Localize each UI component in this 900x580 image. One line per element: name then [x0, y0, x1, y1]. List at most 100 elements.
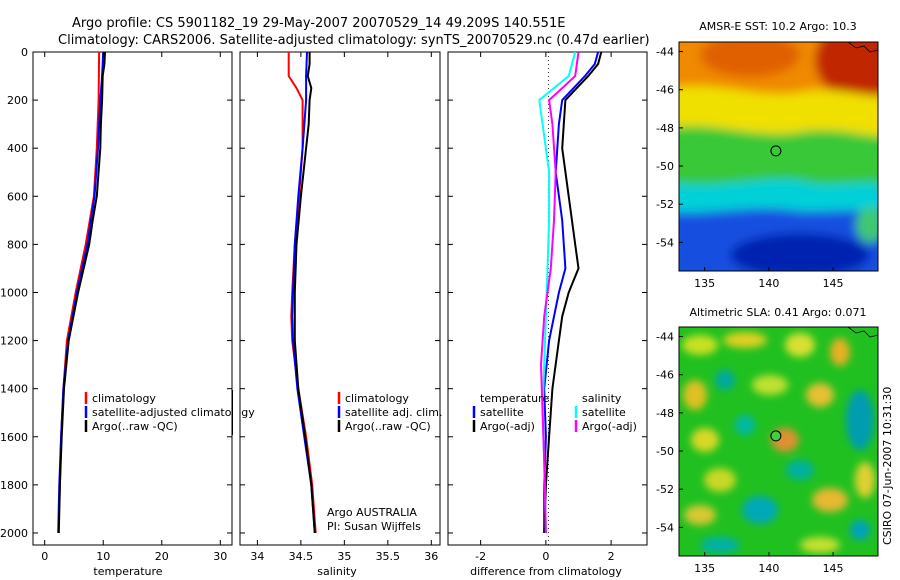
sla-blob — [700, 537, 740, 553]
sla-blobs — [682, 332, 875, 553]
sla-blob — [800, 537, 840, 553]
difference-xlabel: difference from climatology — [470, 565, 622, 578]
map-y-tick-label: -52 — [656, 483, 674, 496]
map-y-tick-label: -54 — [656, 521, 674, 534]
map-y-tick-label: -44 — [656, 46, 674, 59]
sst-green-patch — [856, 207, 878, 243]
map-x-tick-label: 140 — [758, 562, 779, 575]
x-tick-label: 30 — [213, 550, 227, 563]
sst-green-band — [679, 126, 878, 185]
series-line-argo-raw-qc- — [293, 52, 316, 534]
sst-cyan-band — [679, 178, 878, 213]
salinity-axes — [239, 51, 441, 546]
legend-group-title-temperature: temperature — [480, 392, 549, 405]
series-line-satellite-adjusted-climatology — [57, 51, 105, 534]
x-tick-label: 10 — [96, 550, 110, 563]
sla-map-frame — [678, 326, 879, 557]
sla-blob — [806, 383, 834, 407]
series-line-temperature-argo-adj- — [543, 51, 603, 534]
legend-label: satellite-adjusted climatology — [92, 406, 255, 419]
y-tick-label: 800 — [7, 238, 28, 251]
map-y-tick-label: -54 — [656, 236, 674, 249]
x-tick-label: 35 — [337, 550, 351, 563]
map-y-tick-label: -44 — [656, 331, 674, 344]
sla-blob — [855, 462, 875, 498]
legend-group-title-salinity: salinity — [582, 392, 622, 405]
sst-field — [679, 42, 878, 271]
legend-label: climatology — [92, 392, 156, 405]
sla-blob — [752, 375, 788, 395]
map-y-tick-label: -52 — [656, 198, 674, 211]
y-tick-label: 0 — [21, 46, 28, 59]
y-tick-label: 200 — [7, 94, 28, 107]
temperature-xlabel: temperature — [93, 565, 162, 578]
x-tick-label: 34 — [250, 550, 264, 563]
sla-ticks: 135 140 145 -44 -46 -48 -50 -52 -54 — [656, 331, 844, 575]
sst-hot-patch — [815, 42, 878, 100]
sst-yellow-band — [679, 86, 878, 140]
y-tick-label: 1000 — [0, 286, 28, 299]
map-y-tick-label: -48 — [656, 122, 674, 135]
legend-label: satellite — [480, 406, 524, 419]
depth-ticks: 0 200 400 600 800 1000 1200 1400 1600 1800 2000 — [0, 46, 647, 540]
legend-label: satellite — [582, 406, 626, 419]
x-tick-label: 0 — [542, 550, 549, 563]
sla-blob — [735, 415, 755, 435]
series-line-argo-raw-qc- — [57, 51, 106, 534]
sla-blob — [704, 468, 736, 492]
legend-label: Argo(-adj) — [582, 420, 637, 433]
y-tick-label: 1800 — [0, 479, 28, 492]
map-x-tick-label: 135 — [694, 277, 715, 290]
map-y-tick-label: -46 — [656, 369, 674, 382]
x-tick-label: 0 — [41, 550, 48, 563]
sst-float-marker — [770, 145, 782, 157]
series-line-salinity-argo-adj- — [539, 51, 580, 534]
header-line-1: Argo profile: CS 5901182_19 29-May-2007 … — [72, 16, 565, 31]
sla-blob — [786, 460, 814, 480]
legend-label: climatology — [345, 392, 409, 405]
salinity-legend: climatology satellite adj. clim. Argo(..… — [337, 392, 442, 433]
map-x-tick-label: 145 — [823, 277, 844, 290]
sst-bands — [679, 42, 878, 271]
csiro-timestamp: CSIRO 07-Jun-2007 10:31:30 — [881, 387, 894, 545]
sla-map-title: Altimetric SLA: 0.41 Argo: 0.071 — [689, 306, 866, 319]
x-tick-label: 35.5 — [376, 550, 401, 563]
difference-legend: temperature satellite Argo(-adj) salinit… — [472, 392, 637, 433]
sla-blob — [715, 370, 735, 390]
legend-label: Argo(..raw -QC) — [92, 420, 178, 433]
legend-label: satellite adj. clim. — [345, 406, 442, 419]
map-y-tick-label: -50 — [656, 445, 674, 458]
salinity-xlabel: salinity — [317, 565, 357, 578]
y-tick-label: 1200 — [0, 335, 28, 348]
y-tick-label: 1400 — [0, 383, 28, 396]
sla-blob — [684, 505, 716, 525]
map-x-tick-label: 145 — [823, 562, 844, 575]
y-tick-label: 2000 — [0, 527, 28, 540]
x-tick-label: 20 — [155, 550, 169, 563]
map-y-tick-label: -48 — [656, 407, 674, 420]
map-x-tick-label: 135 — [694, 562, 715, 575]
x-tick-label: -2 — [475, 550, 486, 563]
argo-credit-line-2: PI: Susan Wijffels — [327, 520, 421, 533]
legend-label: Argo(-adj) — [480, 420, 535, 433]
sla-blob — [785, 333, 815, 357]
sla-coastline — [847, 327, 878, 338]
temperature-axes — [32, 51, 233, 546]
salinity-series — [287, 51, 317, 534]
sla-blob — [683, 380, 707, 410]
sla-blob — [812, 488, 848, 512]
map-x-tick-label: 140 — [758, 277, 779, 290]
y-tick-label: 400 — [7, 142, 28, 155]
y-tick-label: 1600 — [0, 431, 28, 444]
sst-coastline — [847, 42, 878, 53]
sla-blob — [850, 520, 870, 540]
x-tick-label: 36 — [424, 550, 438, 563]
sla-blob — [723, 332, 767, 348]
sla-blob — [691, 428, 719, 452]
legend-label: Argo(..raw -QC) — [345, 420, 431, 433]
difference-axes — [447, 51, 648, 546]
sla-blob — [830, 338, 850, 366]
map-y-tick-label: -50 — [656, 160, 674, 173]
sla-field — [679, 327, 878, 556]
